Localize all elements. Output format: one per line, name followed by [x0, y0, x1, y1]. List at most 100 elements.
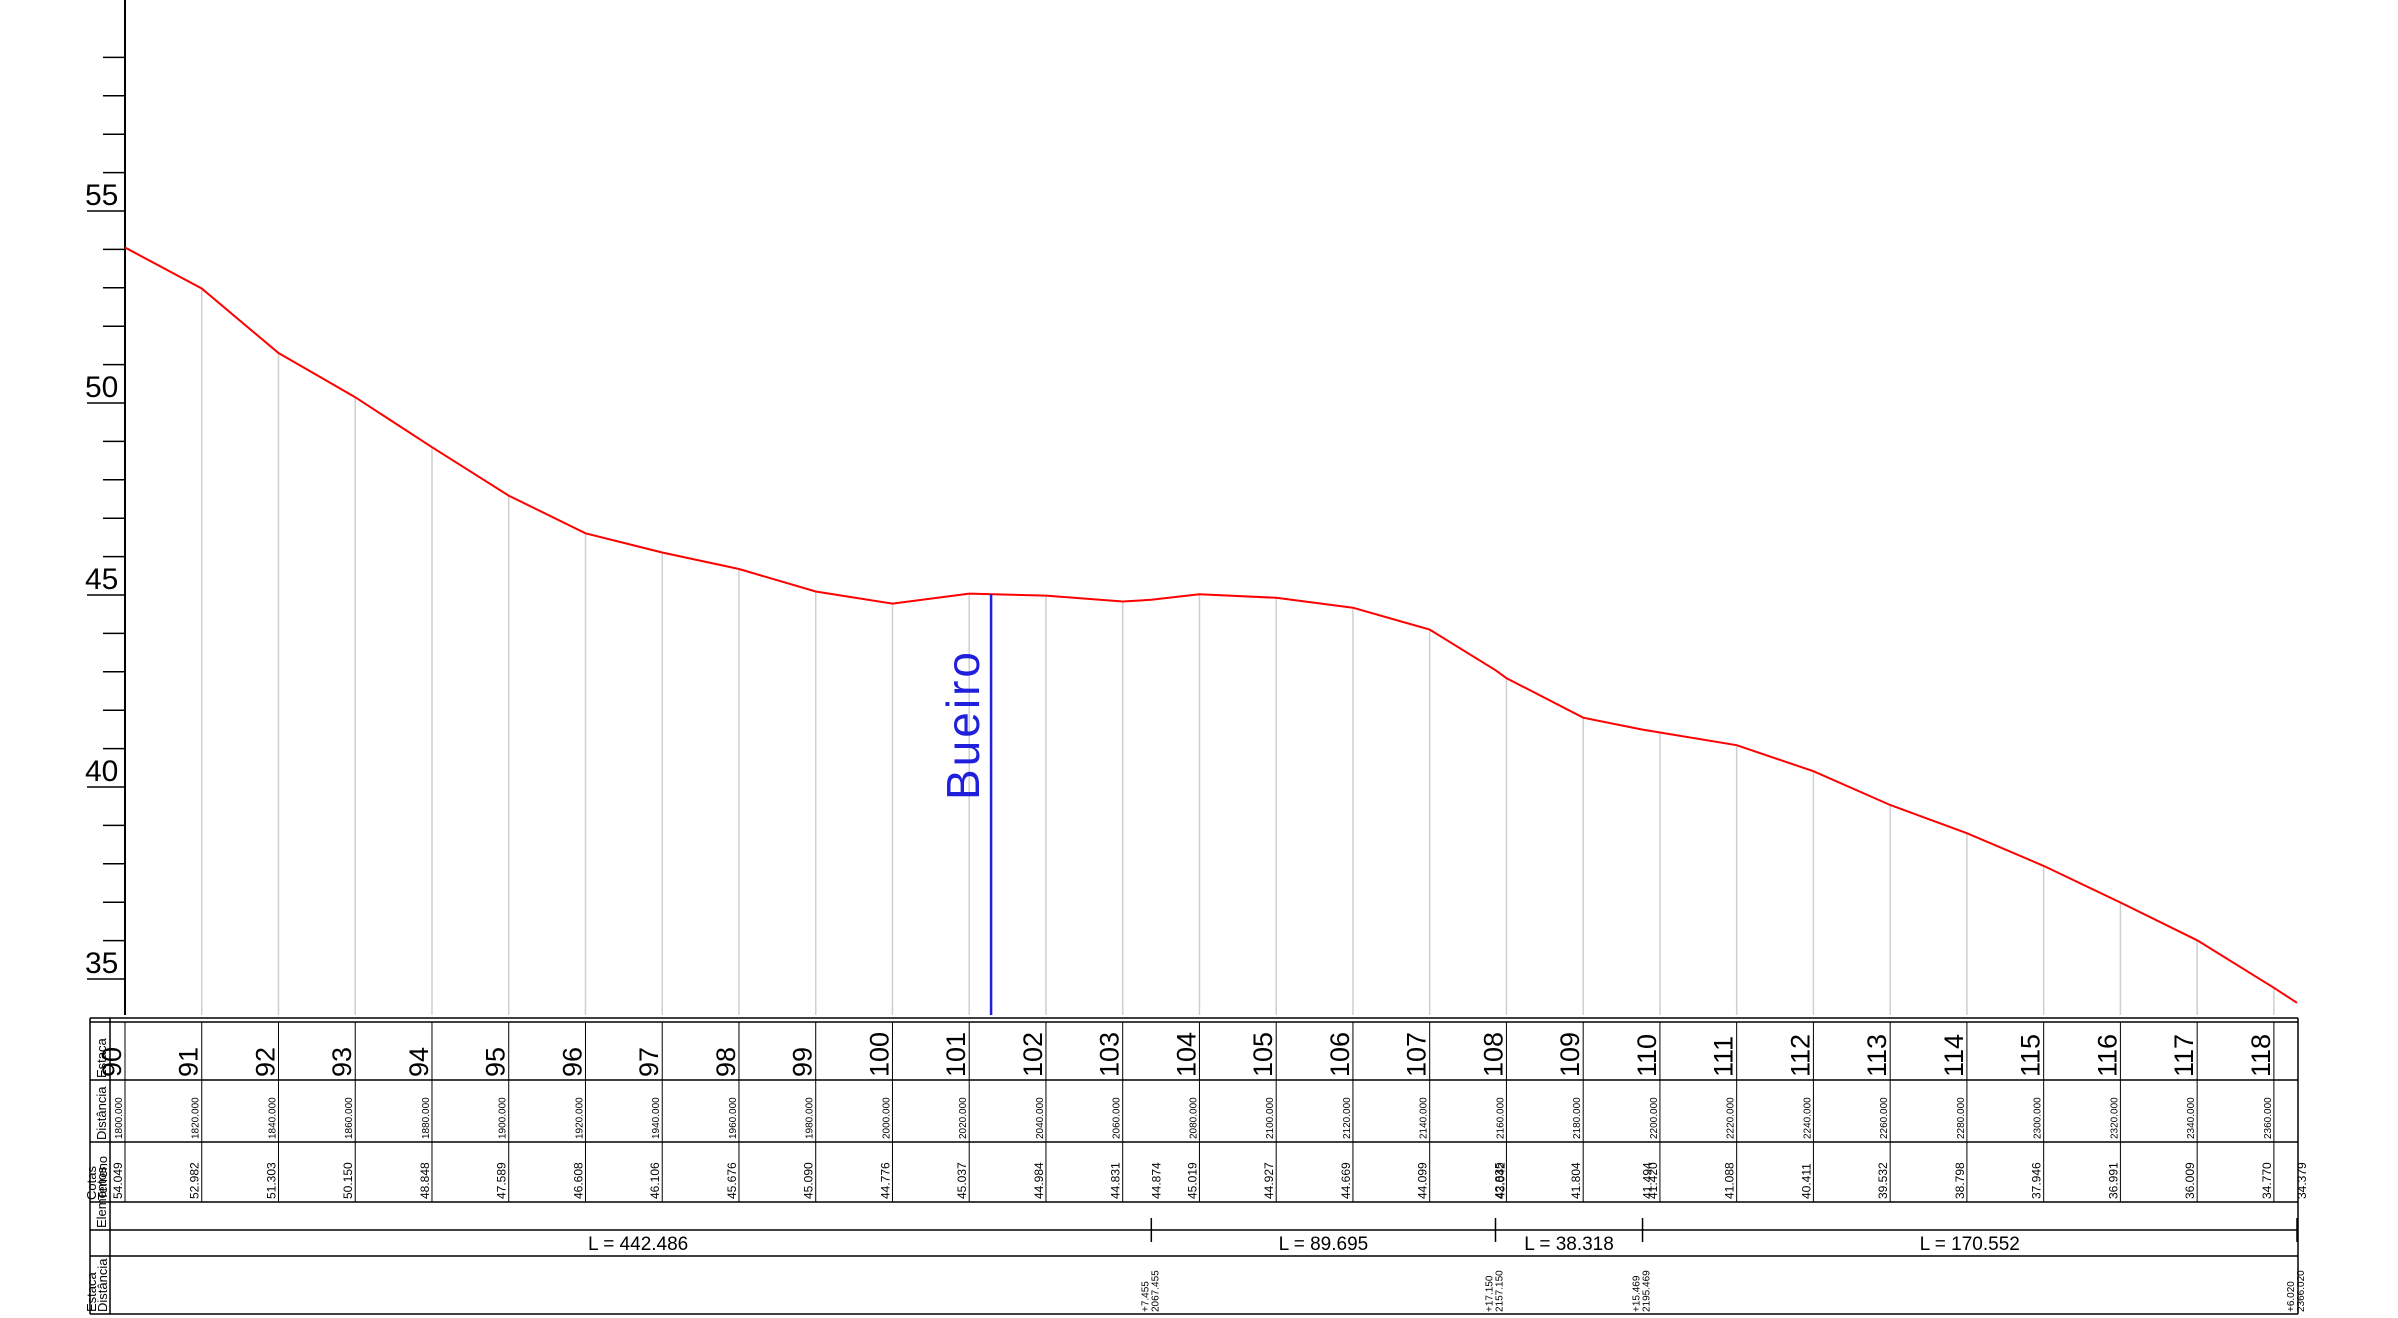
station-label: 116 [2092, 1034, 2122, 1077]
cota-label-extra: 43.042 [1493, 1162, 1507, 1199]
station-label: 110 [1632, 1034, 1662, 1077]
distance-label: 2340.000 [2186, 1097, 2197, 1139]
station-label: 111 [1709, 1036, 1739, 1077]
cota-label: 47.589 [495, 1162, 509, 1199]
point-estaca: +6.020 [2286, 1281, 2297, 1312]
station-label: 115 [2016, 1034, 2046, 1077]
element-length: L = 89.695 [1279, 1234, 1369, 1255]
row-header: Cotas [84, 1166, 99, 1200]
distance-label: 2220.000 [1726, 1097, 1737, 1139]
station-label: 94 [404, 1047, 434, 1077]
profile-line [124, 246, 2298, 1004]
station-label: 105 [1248, 1032, 1278, 1077]
distance-label: 2000.000 [881, 1097, 892, 1139]
cota-label: 51.303 [264, 1162, 278, 1199]
distance-label: 2060.000 [1112, 1097, 1123, 1139]
distance-label: 2100.000 [1265, 1097, 1276, 1139]
distance-label: 2300.000 [2033, 1097, 2044, 1139]
distance-label: 1960.000 [728, 1097, 739, 1139]
row-header: Elementos [94, 1166, 109, 1228]
cota-label: 45.019 [1185, 1162, 1199, 1199]
bueiro-annotation: Bueiro [937, 594, 993, 1015]
cota-label: 45.037 [955, 1162, 969, 1199]
y-axis: 55 50 45 40 35 [85, 0, 126, 1015]
station-label: 98 [711, 1047, 741, 1077]
y-tick-label: 50 [85, 371, 118, 404]
point-distance: 2366.020 [2296, 1270, 2307, 1312]
cota-label-extra: 44.874 [1149, 1162, 1163, 1199]
distance-label: 2320.000 [2109, 1097, 2120, 1139]
cota-label: 37.946 [2030, 1162, 2044, 1199]
row-header: Distância [95, 1258, 110, 1312]
point-estaca: +15.469 [1632, 1275, 1643, 1312]
cota-label: 39.532 [1876, 1162, 1890, 1199]
cota-label: 36.009 [2183, 1162, 2197, 1199]
y-tick-label: 45 [85, 563, 118, 596]
station-label: 118 [2246, 1034, 2276, 1077]
terrain-profile [124, 246, 2298, 1004]
distance-label: 1980.000 [805, 1097, 816, 1139]
station-label: 97 [634, 1047, 664, 1077]
station-label: 109 [1555, 1032, 1585, 1077]
cota-label: 54.049 [111, 1162, 125, 1199]
station-label: 102 [1018, 1032, 1048, 1077]
element-length: L = 442.486 [588, 1234, 688, 1255]
distance-label: 2140.000 [1419, 1097, 1430, 1139]
station-label: 112 [1785, 1034, 1815, 1077]
distance-label: 1920.000 [574, 1097, 585, 1139]
point-distance: 2195.469 [1642, 1270, 1653, 1312]
y-tick-label: 55 [85, 179, 118, 212]
distance-label: 2180.000 [1572, 1097, 1583, 1139]
cota-label: 42.835 [1492, 1162, 1506, 1199]
point-estaca: +17.150 [1484, 1275, 1495, 1312]
cota-label: 44.776 [878, 1162, 892, 1199]
distance-label: 1800.000 [114, 1097, 125, 1139]
cota-label: 44.831 [1109, 1162, 1123, 1199]
row-header: Estaca [94, 1037, 109, 1078]
cota-label: 44.927 [1262, 1162, 1276, 1199]
station-label: 104 [1171, 1032, 1201, 1077]
cota-label: 52.982 [188, 1162, 202, 1199]
station-label: 117 [2169, 1034, 2199, 1077]
y-tick-label: 40 [85, 755, 118, 788]
station-label: 90 [97, 1047, 127, 1077]
distance-label: 1900.000 [498, 1097, 509, 1139]
data-table: EstacaDistânciaCotasTerrenoElementosEsta… [84, 1017, 2309, 1315]
cota-label: 36.991 [2106, 1162, 2120, 1199]
point-distance: 2067.455 [1150, 1270, 1161, 1312]
station-label: 96 [557, 1047, 587, 1077]
cota-label: 38.798 [1953, 1162, 1967, 1199]
cota-label: 50.150 [341, 1162, 355, 1199]
cota-label: 48.848 [418, 1162, 432, 1199]
distance-label: 2360.000 [2263, 1097, 2274, 1139]
distance-label: 1880.000 [421, 1097, 432, 1139]
distance-label: 2200.000 [1649, 1097, 1660, 1139]
row-header: Estaca [84, 1271, 99, 1312]
station-label: 108 [1478, 1032, 1508, 1077]
cota-label: 41.088 [1723, 1162, 1737, 1199]
station-label: 100 [864, 1032, 894, 1077]
distance-label: 1820.000 [191, 1097, 202, 1139]
station-label: 106 [1325, 1032, 1355, 1077]
cota-label: 45.676 [725, 1162, 739, 1199]
element-length: L = 170.552 [1920, 1234, 2020, 1255]
distance-label: 1940.000 [651, 1097, 662, 1139]
cota-label: 41.420 [1646, 1162, 1660, 1199]
station-label: 113 [1862, 1034, 1892, 1077]
point-estaca: +7.455 [1140, 1281, 1151, 1312]
station-label: 99 [788, 1047, 818, 1077]
distance-label: 2260.000 [1879, 1097, 1890, 1139]
distance-label: 2040.000 [1035, 1097, 1046, 1139]
row-header: Terreno [95, 1156, 110, 1200]
distance-label: 2080.000 [1188, 1097, 1199, 1139]
bueiro-label: Bueiro [937, 649, 989, 800]
cota-label: 34.770 [2260, 1162, 2274, 1199]
station-label: 101 [941, 1032, 971, 1077]
cota-label: 44.099 [1416, 1162, 1430, 1199]
cota-label-extra: 41.494 [1641, 1162, 1655, 1199]
distance-label: 1860.000 [344, 1097, 355, 1139]
cota-label-extra: 34.379 [2295, 1162, 2309, 1199]
point-distance: 2157.150 [1494, 1270, 1505, 1312]
y-tick-label: 35 [85, 947, 118, 980]
